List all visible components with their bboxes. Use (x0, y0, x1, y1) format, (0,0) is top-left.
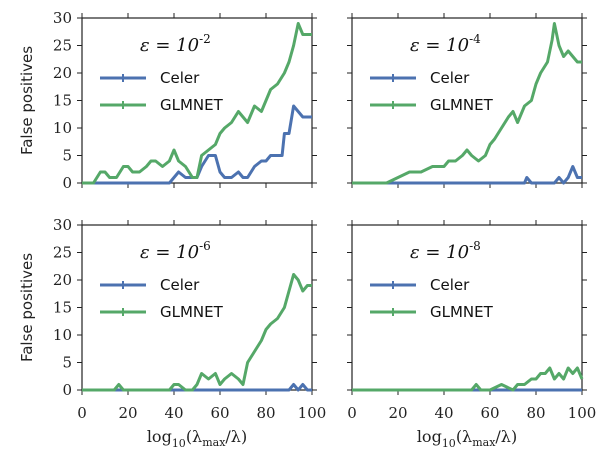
series-line-celer (82, 104, 312, 185)
x-tick-label: 20 (388, 404, 407, 422)
y-tick-label: 20 (53, 64, 72, 82)
legend-label-celer: Celer (160, 276, 200, 294)
legend-label-glmnet: GLMNET (160, 96, 224, 114)
series-line-celer (352, 165, 582, 185)
x-tick-label: 80 (256, 404, 275, 422)
legend-label-glmnet: GLMNET (430, 96, 494, 114)
y-tick-label: 10 (53, 326, 72, 344)
x-tick-label: 40 (164, 404, 183, 422)
y-tick-label: 15 (53, 92, 72, 110)
series-line-glmnet (82, 273, 312, 392)
legend-label-glmnet: GLMNET (160, 303, 224, 321)
x-tick-label: 0 (77, 404, 87, 422)
y-tick-label: 0 (62, 174, 72, 192)
epsilon-annotation: ε = 10-6 (140, 239, 211, 263)
series-line-glmnet (352, 22, 582, 185)
x-tick-label: 40 (434, 404, 453, 422)
epsilon-annotation: ε = 10-2 (140, 32, 211, 56)
y-tick-label: 20 (53, 271, 72, 289)
series-line-glmnet (82, 22, 312, 185)
legend-label-glmnet: GLMNET (430, 303, 494, 321)
y-tick-label: 0 (62, 381, 72, 399)
y-tick-label: 15 (53, 299, 72, 317)
x-axis-label: log10(λmax/λ) (417, 427, 517, 450)
x-axis-label: log10(λmax/λ) (147, 427, 247, 450)
y-axis-label: False positives (18, 253, 36, 362)
x-tick-label: 20 (118, 404, 137, 422)
panel-bottom-left: 0 5 10 15 20 25 30 0 20 40 60 80 100 False positives l… (18, 216, 326, 450)
epsilon-annotation: ε = 10-4 (410, 32, 481, 56)
panel-top-left: 0 5 10 15 20 25 30 False positives ε = 10-2 Celer… (18, 9, 317, 192)
y-tick-label: 25 (53, 244, 72, 262)
y-tick-label: 25 (53, 37, 72, 55)
y-axis-label: False positives (18, 46, 36, 155)
legend-label-celer: Celer (430, 276, 470, 294)
x-tick-label: 0 (347, 404, 357, 422)
y-tick-label: 10 (53, 119, 72, 137)
y-tick-label: 30 (53, 216, 72, 234)
epsilon-annotation: ε = 10-8 (410, 239, 481, 263)
panel-bottom-right: 0 20 40 60 80 100 log10(λmax/λ) ε = 10-8 Celer GL… (347, 220, 596, 450)
x-tick-label: 100 (298, 404, 327, 422)
legend-label-celer: Celer (430, 69, 470, 87)
x-tick-label: 60 (480, 404, 499, 422)
panel-top-right: ε = 10-4 Celer GLMNET (347, 13, 587, 188)
x-tick-label: 80 (526, 404, 545, 422)
y-tick-label: 5 (62, 147, 72, 165)
y-tick-label: 5 (62, 354, 72, 372)
x-tick-label: 60 (210, 404, 229, 422)
series-line-glmnet (352, 366, 584, 392)
y-tick-label: 30 (53, 9, 72, 27)
legend-label-celer: Celer (160, 69, 200, 87)
x-tick-label: 100 (568, 404, 596, 422)
